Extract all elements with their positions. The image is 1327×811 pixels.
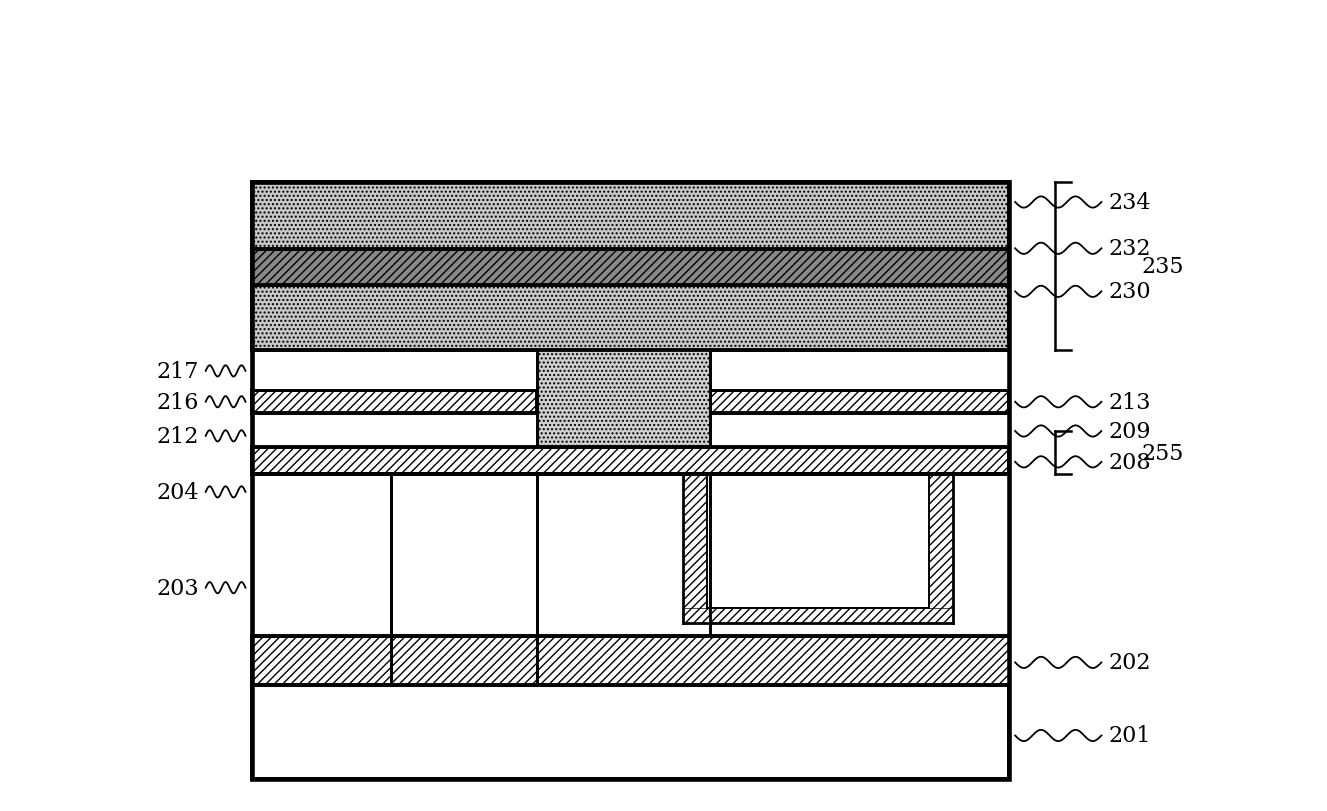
Bar <box>252 637 1009 685</box>
Text: 201: 201 <box>1108 724 1151 747</box>
Bar <box>710 350 1009 391</box>
Text: 235: 235 <box>1141 255 1184 277</box>
Bar <box>683 474 707 623</box>
Bar <box>252 182 1009 779</box>
Text: 203: 203 <box>157 577 199 599</box>
Text: 204: 204 <box>157 481 199 504</box>
Bar <box>252 182 1009 250</box>
Text: 212: 212 <box>157 425 199 448</box>
Bar <box>252 448 1009 474</box>
Text: 234: 234 <box>1108 191 1151 214</box>
Bar <box>537 474 710 637</box>
Bar <box>252 685 1009 779</box>
Bar <box>710 414 1009 448</box>
Bar <box>537 350 710 448</box>
Text: 232: 232 <box>1108 238 1151 260</box>
Bar <box>252 474 391 637</box>
Bar <box>252 250 1009 285</box>
Text: 213: 213 <box>1108 391 1151 414</box>
Bar <box>252 285 1009 350</box>
Bar <box>252 414 537 448</box>
Bar <box>537 637 1009 685</box>
Text: 217: 217 <box>157 360 199 383</box>
Bar <box>710 474 1009 637</box>
Text: 209: 209 <box>1108 420 1151 443</box>
Bar <box>252 391 537 414</box>
Text: 230: 230 <box>1108 281 1151 303</box>
Text: 202: 202 <box>1108 651 1151 674</box>
Bar <box>710 391 1009 414</box>
Bar <box>929 474 953 623</box>
Text: 255: 255 <box>1141 442 1184 464</box>
Text: 216: 216 <box>157 391 199 414</box>
Bar <box>252 350 537 391</box>
Bar <box>683 608 953 623</box>
Bar <box>391 637 537 685</box>
Text: 208: 208 <box>1108 451 1151 474</box>
